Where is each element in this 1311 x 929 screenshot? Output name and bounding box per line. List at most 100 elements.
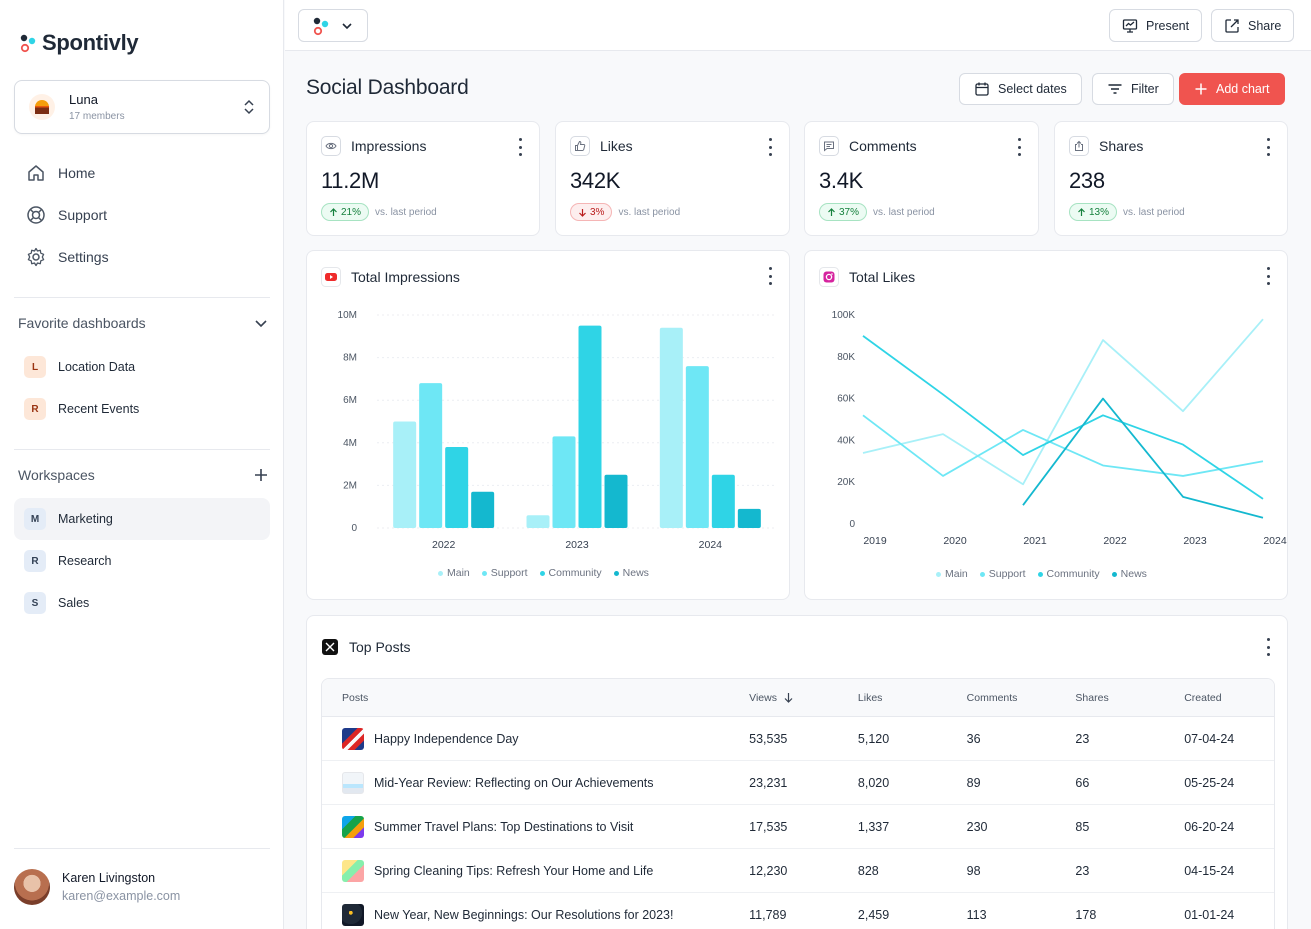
favorite-location-data[interactable]: L Location Data bbox=[14, 346, 270, 388]
lifebuoy-icon bbox=[27, 206, 45, 224]
line-series-community bbox=[862, 335, 1264, 500]
post-likes: 5,120 bbox=[857, 731, 890, 746]
column-comments[interactable]: Comments bbox=[966, 691, 1018, 704]
plus-icon[interactable] bbox=[254, 468, 268, 482]
post-created: 06-20-24 bbox=[1184, 819, 1235, 834]
table-row[interactable]: Mid-Year Review: Reflecting on Our Achie… bbox=[322, 761, 1274, 805]
table-header: Posts Views Likes Comments Shares Create… bbox=[322, 679, 1274, 717]
post-views: 11,789 bbox=[749, 907, 787, 922]
x-tick-label: 2024 bbox=[1263, 535, 1287, 547]
y-tick-label: 60K bbox=[837, 394, 855, 405]
kpi-label: Shares bbox=[1099, 138, 1144, 154]
sidebar-divider bbox=[14, 297, 270, 298]
user-profile[interactable]: Karen Livingston karen@example.com bbox=[14, 848, 270, 912]
workspace-item-marketing[interactable]: M Marketing bbox=[14, 498, 270, 540]
workspaces-header: Workspaces bbox=[18, 467, 268, 483]
column-views[interactable]: Views bbox=[749, 692, 858, 704]
more-options-icon[interactable] bbox=[517, 138, 523, 156]
change-value: 37% bbox=[839, 206, 860, 218]
line-series-main bbox=[862, 318, 1264, 486]
app-switcher[interactable] bbox=[298, 9, 368, 42]
more-options-icon[interactable] bbox=[767, 267, 773, 285]
change-badge: 3% bbox=[570, 203, 613, 221]
post-likes: 828 bbox=[857, 863, 879, 878]
filter-button[interactable]: Filter bbox=[1092, 73, 1174, 105]
bar-main-2024 bbox=[659, 327, 683, 528]
app-logo[interactable]: Spontivly bbox=[20, 30, 139, 56]
column-created[interactable]: Created bbox=[1184, 691, 1222, 704]
add-chart-label: Add chart bbox=[1216, 82, 1270, 96]
nav-item-home[interactable]: Home bbox=[14, 152, 270, 194]
workspace-item-research[interactable]: R Research bbox=[14, 540, 270, 582]
post-thumbnail bbox=[342, 771, 364, 794]
line-chart: 0 20K 40K 60K 80K 100K 2019 2020 2021 2022 2023 202… bbox=[832, 310, 1287, 547]
post-likes: 2,459 bbox=[857, 907, 890, 922]
post-thumbnail bbox=[342, 859, 364, 882]
workspace-item-sales[interactable]: S Sales bbox=[14, 582, 270, 624]
share-button[interactable]: Share bbox=[1211, 9, 1295, 42]
more-options-icon[interactable] bbox=[767, 138, 773, 156]
instagram-icon bbox=[819, 267, 839, 287]
home-icon bbox=[28, 165, 44, 181]
bar-news-2023 bbox=[604, 474, 628, 528]
post-thumbnail bbox=[342, 903, 364, 926]
table-row[interactable]: New Year, New Beginnings: Our Resolution… bbox=[322, 893, 1274, 929]
workspace-badge: M bbox=[24, 508, 46, 530]
more-options-icon[interactable] bbox=[1016, 138, 1022, 156]
bar-news-2024 bbox=[737, 508, 761, 528]
select-dates-button[interactable]: Select dates bbox=[959, 73, 1082, 105]
post-created: 01-01-24 bbox=[1184, 907, 1235, 922]
column-likes[interactable]: Likes bbox=[857, 691, 883, 704]
bar-main-2023 bbox=[526, 515, 550, 528]
top-posts-card: Top Posts Posts Views Likes Comments Sha… bbox=[306, 615, 1288, 929]
change-value: 3% bbox=[590, 206, 605, 218]
y-tick-label: 4M bbox=[343, 438, 357, 449]
y-tick-label: 6M bbox=[343, 395, 357, 406]
external-share-icon bbox=[1225, 18, 1239, 33]
more-options-icon[interactable] bbox=[1265, 638, 1271, 656]
column-posts[interactable]: Posts bbox=[342, 691, 369, 704]
x-tick-label: 2022 bbox=[1103, 535, 1127, 547]
x-tick-label: 2023 bbox=[565, 539, 589, 551]
workspace-avatar bbox=[29, 94, 55, 120]
legend-item-news: News bbox=[613, 567, 649, 579]
kpi-value: 238 bbox=[1069, 168, 1105, 193]
post-views: 17,535 bbox=[749, 819, 788, 834]
chevron-down-icon bbox=[342, 22, 352, 29]
bar-community-2024 bbox=[711, 474, 735, 528]
table-row[interactable]: Summer Travel Plans: Top Destinations to… bbox=[322, 805, 1274, 849]
comment-icon bbox=[819, 136, 839, 156]
more-options-icon[interactable] bbox=[1265, 267, 1271, 285]
change-note: vs. last period bbox=[618, 206, 681, 218]
post-comments: 230 bbox=[966, 819, 988, 834]
present-button[interactable]: Present bbox=[1109, 9, 1203, 42]
change-badge: 13% bbox=[1069, 203, 1118, 221]
workspace-item-label: Marketing bbox=[58, 512, 113, 526]
kpi-label: Likes bbox=[600, 138, 633, 154]
avatar bbox=[14, 868, 50, 905]
post-views: 53,535 bbox=[749, 731, 788, 746]
more-options-icon[interactable] bbox=[1265, 138, 1271, 156]
table-row[interactable]: Spring Cleaning Tips: Refresh Your Home … bbox=[322, 849, 1274, 893]
column-shares[interactable]: Shares bbox=[1075, 691, 1109, 704]
legend-item-support: Support bbox=[979, 568, 1026, 580]
favorite-recent-events[interactable]: R Recent Events bbox=[14, 388, 270, 430]
chart-legend: Main Support Community News bbox=[438, 567, 649, 579]
nav-item-settings[interactable]: Settings bbox=[14, 236, 270, 278]
arrow-up-icon bbox=[828, 207, 835, 216]
x-tick-label: 2022 bbox=[432, 539, 456, 551]
add-chart-button[interactable]: Add chart bbox=[1179, 73, 1285, 105]
y-tick-label: 10M bbox=[338, 310, 357, 321]
legend-item-main: Main bbox=[936, 568, 968, 580]
sort-arrow-down-icon bbox=[784, 693, 793, 703]
kpi-value: 3.4K bbox=[819, 168, 864, 193]
bar-support-2024 bbox=[685, 366, 709, 528]
post-title: Happy Independence Day bbox=[374, 731, 519, 746]
table-row[interactable]: Happy Independence Day 53,535 5,120 36 2… bbox=[322, 717, 1274, 761]
favorites-header[interactable]: Favorite dashboards bbox=[18, 315, 268, 331]
workspace-selector[interactable]: Luna 17 members bbox=[14, 80, 270, 134]
bar-support-2023 bbox=[552, 436, 576, 528]
workspace-badge: S bbox=[24, 592, 46, 614]
bar-main-2022 bbox=[393, 421, 417, 528]
nav-item-support[interactable]: Support bbox=[14, 194, 270, 236]
